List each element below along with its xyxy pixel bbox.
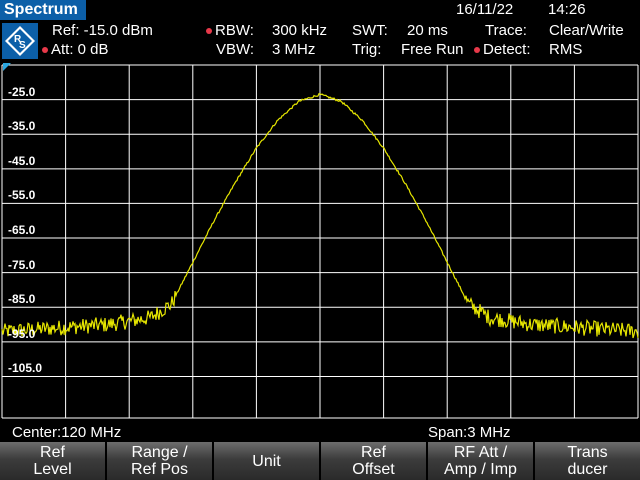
vbw-label: VBW: [216,41,255,58]
softkey-label-line2: Amp / Imp [444,461,517,478]
y-tick-label: -65.0 [8,223,36,238]
y-tick-label: -35.0 [8,119,36,134]
softkey-label-line1: Unit [252,452,281,470]
softkey-label-line2: Offset [352,461,395,478]
trigger-value: Free Run [401,41,464,58]
reference-marker-icon [3,63,11,71]
trigger-label: Trig: [352,41,382,58]
softkey-label-line1: Ref [361,444,386,461]
vbw-value: 3 MHz [272,41,316,58]
span-value: Span:3 MHz [428,424,511,441]
footer-bar: Center:120 MHz Span:3 MHz [0,424,640,442]
spectrum-trace [1,93,639,339]
svg-text:S: S [19,40,26,51]
softkey-label-line1: RF Att / [453,444,508,461]
detect-label: Detect: [474,41,531,59]
spectrum-plot[interactable]: -25.0 -35.0 -45.0 -55.0 -65.0 -75.0 -85.0 -95.0… [0,60,640,426]
time-display: 14:26 [548,1,586,18]
y-tick-label: -45.0 [8,153,36,168]
rohde-schwarz-logo-icon: R S [2,23,38,59]
ref-level-label: Ref: -15.0 dBm [52,22,153,39]
trace-value: Clear/Write [549,22,624,39]
y-tick-label: -105.0 [8,361,43,376]
softkey-label-line2: Level [33,461,72,478]
y-tick-label: -25.0 [8,84,36,99]
attenuation-label: Att: 0 dB [42,41,109,59]
sweep-time-label: SWT: [352,22,388,39]
softkey-label-line1: Trans [567,444,608,461]
softkey-label-line2: ducer [567,461,608,478]
softkey-label-line2: Ref Pos [131,461,188,478]
softkey-ref-offset[interactable]: Ref Offset [321,442,428,480]
rbw-label: RBW: [206,22,254,40]
softkey-range-ref-pos[interactable]: Range / Ref Pos [107,442,214,480]
detect-marker-dot [474,47,480,54]
att-marker-dot [42,47,48,54]
sweep-time-value: 20 ms [407,22,448,39]
date-display: 16/11/22 [456,1,514,18]
softkey-transducer[interactable]: Trans ducer [535,442,640,480]
softkey-label-line1: Ref [40,444,65,461]
title-bar: Spectrum 16/11/22 14:26 [0,0,640,20]
softkey-rf-att-amp-imp[interactable]: RF Att / Amp / Imp [428,442,535,480]
rbw-value: 300 kHz [272,22,328,39]
spectrum-plot-canvas [1,63,639,419]
trace-label: Trace: [485,22,527,39]
rbw-marker-dot [206,28,212,35]
softkey-ref-level[interactable]: Ref Level [0,442,107,480]
y-tick-label: -75.0 [8,257,36,272]
detect-value: RMS [549,41,583,58]
center-frequency: Center:120 MHz [12,424,122,441]
y-tick-label: -85.0 [8,292,36,307]
app-title: Spectrum [0,0,86,20]
softkey-bar: Ref Level Range / Ref Pos Unit Ref Offse… [0,442,640,480]
softkey-label-line1: Range / [131,444,188,461]
y-tick-label: -55.0 [8,188,36,203]
y-tick-label: -95.0 [8,326,36,341]
softkey-unit[interactable]: Unit [214,442,321,480]
svg-text:R: R [14,34,22,45]
